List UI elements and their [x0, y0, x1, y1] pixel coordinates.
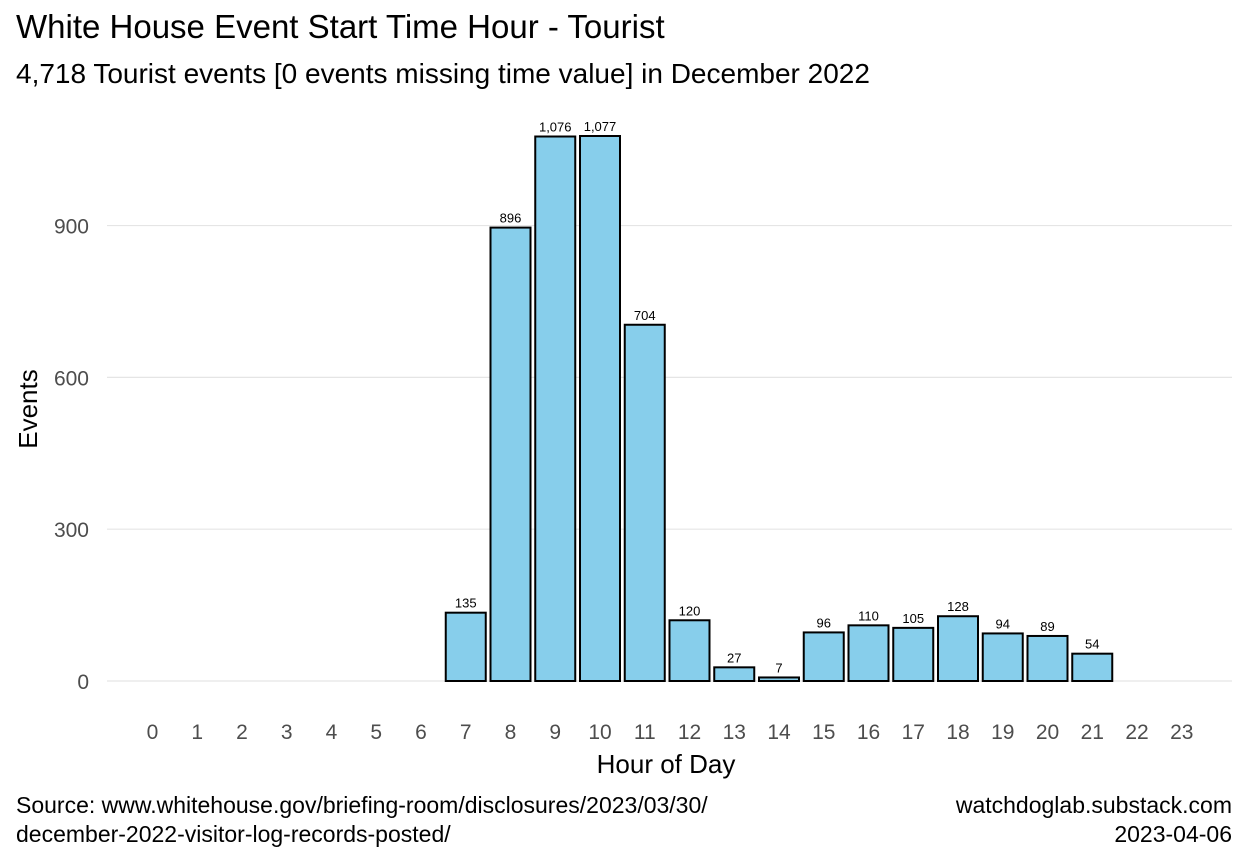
x-tick-label: 6	[415, 721, 427, 744]
credit-caption: watchdoglab.substack.com 2023-04-06	[956, 791, 1232, 849]
chart-title: White House Event Start Time Hour - Tour…	[16, 8, 665, 45]
data-label: 94	[996, 616, 1010, 631]
x-tick-label: 21	[1081, 721, 1104, 744]
x-tick-label: 8	[505, 721, 517, 744]
bar-hour-16	[847, 624, 890, 682]
data-label: 110	[858, 608, 879, 623]
data-label: 89	[1040, 619, 1054, 634]
x-tick-label: 2	[236, 721, 248, 744]
bar-hour-14	[758, 676, 800, 683]
x-tick-label: 0	[147, 721, 159, 744]
x-tick-label: 4	[326, 721, 338, 744]
x-tick-label: 14	[767, 721, 791, 744]
x-tick-label: 16	[857, 721, 880, 744]
bar-hour-18	[937, 615, 979, 682]
x-axis-label: Hour of Day	[597, 749, 736, 779]
bar-hour-10	[579, 135, 621, 682]
x-tick-label: 11	[634, 721, 656, 744]
bar-hour-19	[981, 632, 1024, 682]
bar-hour-17	[892, 626, 935, 682]
data-label: 96	[817, 615, 831, 630]
data-label: 120	[679, 603, 701, 618]
data-labels: 135 896 1,076 1,077 704 120 27 7 96 110 105 128 94 89…	[455, 119, 1100, 675]
data-label: 1,076	[539, 120, 572, 135]
bar-hour-13	[713, 666, 756, 682]
x-tick-label: 22	[1125, 721, 1148, 744]
x-tick-label: 7	[460, 721, 472, 744]
x-tick-label: 15	[812, 721, 835, 744]
x-tick-label: 19	[991, 721, 1014, 744]
x-tick-label: 23	[1170, 721, 1193, 744]
data-label: 704	[634, 308, 656, 323]
bar-hour-7	[444, 611, 487, 683]
credit-line-1: watchdoglab.substack.com	[955, 792, 1232, 818]
y-tick-label: 900	[54, 216, 89, 239]
data-label: 27	[727, 650, 741, 665]
data-label: 105	[902, 611, 924, 626]
bars	[444, 135, 1114, 683]
source-line-2: december-2022-visitor-log-records-posted…	[16, 821, 451, 847]
y-tick-label: 600	[54, 367, 89, 390]
data-label: 135	[455, 596, 477, 611]
data-label: 896	[500, 211, 522, 226]
y-tick-label: 300	[54, 519, 89, 542]
data-label: 128	[947, 599, 969, 614]
data-label: 54	[1085, 637, 1099, 652]
gridlines	[107, 224, 1232, 682]
y-axis-label: Events	[13, 369, 43, 449]
x-tick-label: 10	[588, 721, 611, 744]
source-line-1: Source: www.whitehouse.gov/briefing-room…	[16, 792, 708, 818]
x-tick-label: 12	[678, 721, 701, 744]
x-tick-label: 1	[191, 721, 203, 744]
bar-hour-15	[802, 631, 845, 682]
x-tick-label: 3	[281, 721, 293, 744]
x-tick-label: 17	[902, 721, 925, 744]
x-tick-label: 5	[370, 721, 382, 744]
data-label: 1,077	[584, 119, 617, 134]
source-caption: Source: www.whitehouse.gov/briefing-room…	[16, 791, 708, 849]
y-axis: 0 300 600 900	[54, 216, 89, 694]
credit-line-2: 2023-04-06	[1114, 821, 1232, 847]
data-label: 7	[775, 660, 782, 675]
x-tick-label: 20	[1036, 721, 1059, 744]
x-tick-label: 9	[549, 721, 561, 744]
x-tick-label: 18	[946, 721, 969, 744]
bar-hour-9	[534, 135, 577, 682]
chart-subtitle: 4,718 Tourist events [0 events missing t…	[16, 58, 870, 89]
bar-hour-11	[623, 323, 666, 682]
x-axis: 0 1 2 3 4 5 6 7 8 9 10 11 12 13 14 15 16 17 18 19 20 21 22 23	[147, 721, 1194, 744]
bar-hour-12	[668, 619, 711, 682]
y-tick-label: 0	[77, 671, 89, 694]
x-tick-label: 13	[723, 721, 746, 744]
bar-hour-20	[1026, 634, 1069, 682]
bar-hour-8	[489, 226, 532, 683]
bar-hour-21	[1071, 652, 1114, 682]
